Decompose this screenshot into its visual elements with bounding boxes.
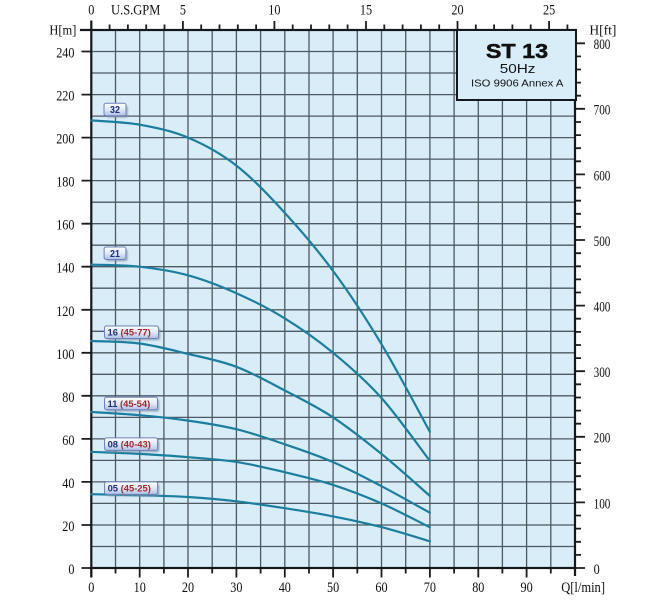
svg-text:10: 10 — [268, 2, 280, 18]
svg-text:100: 100 — [594, 496, 611, 512]
svg-text:20: 20 — [182, 580, 194, 596]
svg-text:600: 600 — [594, 168, 611, 184]
svg-text:30: 30 — [230, 580, 242, 596]
svg-text:300: 300 — [594, 365, 611, 381]
svg-text:0: 0 — [68, 562, 74, 578]
svg-text:80: 80 — [472, 580, 484, 596]
svg-text:500: 500 — [594, 234, 611, 250]
svg-text:Q[l/min]: Q[l/min] — [561, 580, 605, 596]
svg-text:5: 5 — [180, 2, 186, 18]
svg-text:200: 200 — [594, 431, 611, 447]
svg-text:40: 40 — [62, 476, 74, 492]
svg-text:180: 180 — [56, 175, 74, 191]
svg-text:ISO 9906 Annex A: ISO 9906 Annex A — [471, 77, 563, 89]
svg-text:240: 240 — [56, 46, 74, 62]
svg-text:H[ft]: H[ft] — [589, 23, 616, 38]
svg-text:0: 0 — [88, 2, 94, 18]
svg-text:200: 200 — [56, 132, 74, 148]
svg-text:ST 13: ST 13 — [486, 40, 548, 63]
svg-text:400: 400 — [594, 300, 611, 316]
svg-text:160: 160 — [56, 218, 74, 234]
svg-text:05 (45-25): 05 (45-25) — [108, 483, 151, 494]
svg-text:20: 20 — [62, 519, 74, 535]
svg-text:50: 50 — [327, 580, 339, 596]
svg-text:220: 220 — [56, 89, 74, 105]
svg-text:90: 90 — [521, 580, 533, 596]
svg-text:70: 70 — [424, 580, 436, 596]
svg-text:H[m]: H[m] — [49, 23, 76, 38]
svg-text:40: 40 — [279, 580, 291, 596]
svg-text:20: 20 — [451, 2, 463, 18]
svg-text:120: 120 — [56, 304, 74, 320]
svg-text:08 (40-43): 08 (40-43) — [108, 439, 151, 450]
svg-text:16 (45-77): 16 (45-77) — [108, 327, 151, 338]
svg-text:140: 140 — [56, 261, 74, 277]
svg-text:60: 60 — [62, 433, 74, 449]
svg-text:32: 32 — [110, 105, 120, 116]
svg-text:11 (45-54): 11 (45-54) — [108, 398, 151, 409]
svg-text:50Hz: 50Hz — [500, 61, 536, 76]
svg-text:15: 15 — [360, 2, 372, 18]
svg-text:800: 800 — [594, 37, 611, 53]
svg-text:80: 80 — [62, 390, 74, 406]
svg-text:700: 700 — [594, 103, 611, 119]
svg-text:U.S.GPM: U.S.GPM — [111, 2, 160, 18]
svg-text:60: 60 — [375, 580, 387, 596]
svg-text:0: 0 — [88, 580, 94, 596]
svg-text:21: 21 — [110, 249, 120, 260]
svg-text:25: 25 — [543, 2, 555, 18]
svg-text:0: 0 — [594, 562, 600, 578]
svg-text:10: 10 — [134, 580, 146, 596]
svg-text:100: 100 — [56, 347, 74, 363]
